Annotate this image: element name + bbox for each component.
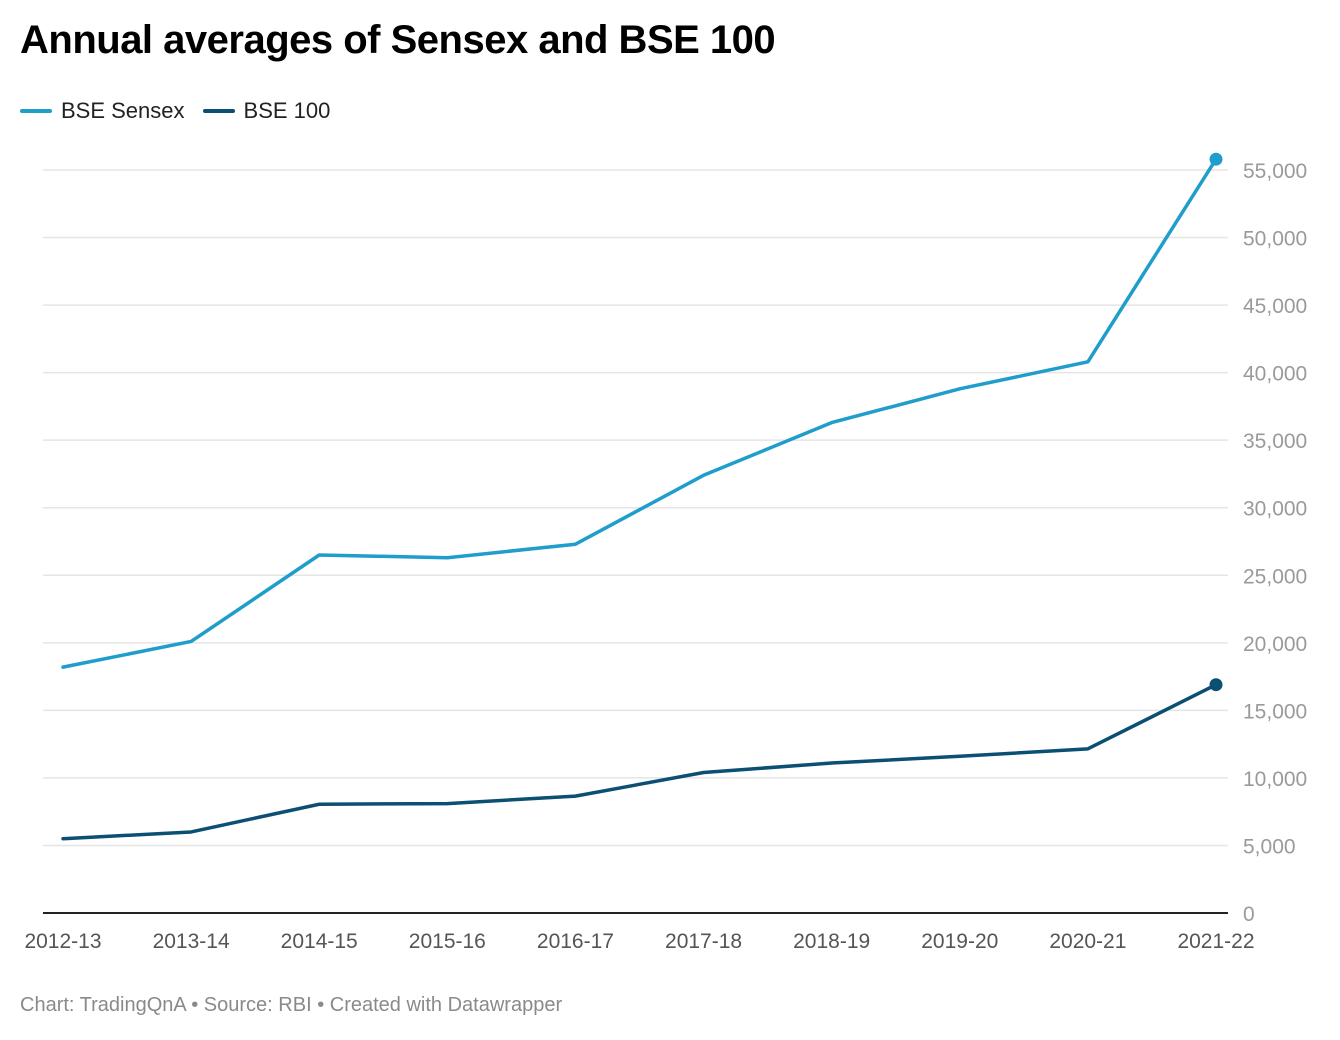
line-chart: 0 5,000 10,000 15,000 20,000 25,000 30,000 35,0… (24, 152, 1307, 953)
x-tick-label: 2012-13 (24, 930, 101, 953)
series-line-bse-sensex (61, 157, 1218, 669)
legend-item-bse-100: BSE 100 (202, 98, 331, 124)
y-tick-label: 50,000 (1243, 228, 1307, 251)
series-end-marker-bse-sensex (1209, 152, 1223, 166)
x-tick-label: 2015-16 (409, 930, 486, 953)
x-tick-label: 2019-20 (921, 930, 998, 953)
y-tick-label: 35,000 (1243, 430, 1307, 453)
x-tick-label: 2014-15 (281, 930, 358, 953)
series-end-marker-bse-100 (1209, 678, 1223, 692)
x-tick-label: 2017-18 (665, 930, 742, 953)
series-line-bse-100 (61, 682, 1218, 841)
y-tick-label: 25,000 (1243, 565, 1307, 588)
x-tick-label: 2018-19 (793, 930, 870, 953)
footer-created-with: Created with Datawrapper (329, 994, 563, 1016)
y-tick-label: 10,000 (1243, 768, 1307, 791)
series-lines (61, 152, 1223, 841)
chart-title: Annual averages of Sensex and BSE 100 (20, 18, 776, 62)
footer-source: Source: RBI (203, 994, 312, 1016)
legend-label-bse-sensex: BSE Sensex (61, 98, 185, 123)
y-tick-label: 45,000 (1243, 295, 1307, 318)
x-tick-label: 2020-21 (1049, 930, 1126, 953)
y-tick-label: 30,000 (1243, 498, 1307, 521)
legend-label-bse-100: BSE 100 (243, 98, 331, 123)
x-tick-label: 2013-14 (153, 930, 230, 953)
y-tick-label: 5,000 (1243, 835, 1296, 858)
y-axis-tick-labels: 0 5,000 10,000 15,000 20,000 25,000 30,000 35,0… (1243, 160, 1307, 926)
chart-legend: BSE Sensex BSE 100 (20, 98, 348, 124)
y-tick-label: 40,000 (1243, 363, 1307, 386)
footer-chart-credit: Chart: TradingQnA (20, 994, 186, 1016)
x-tick-label: 2016-17 (537, 930, 614, 953)
x-axis-tick-labels: 2012-13 2013-14 2014-15 2015-16 2016-17 2017-… (24, 930, 1254, 953)
gridlines (43, 169, 1228, 847)
legend-swatch-bse-sensex (20, 109, 52, 113)
x-tick-label: 2021-22 (1177, 930, 1254, 953)
legend-item-bse-sensex: BSE Sensex (20, 98, 185, 124)
legend-swatch-bse-100 (202, 109, 235, 113)
y-tick-label: 55,000 (1243, 160, 1307, 183)
y-tick-label: 15,000 (1243, 700, 1307, 723)
y-tick-label: 20,000 (1243, 633, 1307, 656)
footer-separator: • (191, 994, 199, 1016)
footer-separator: • (317, 994, 325, 1016)
chart-footer: Chart: TradingQnA • Source: RBI • Create… (20, 994, 562, 1017)
y-tick-label: 0 (1243, 903, 1255, 926)
